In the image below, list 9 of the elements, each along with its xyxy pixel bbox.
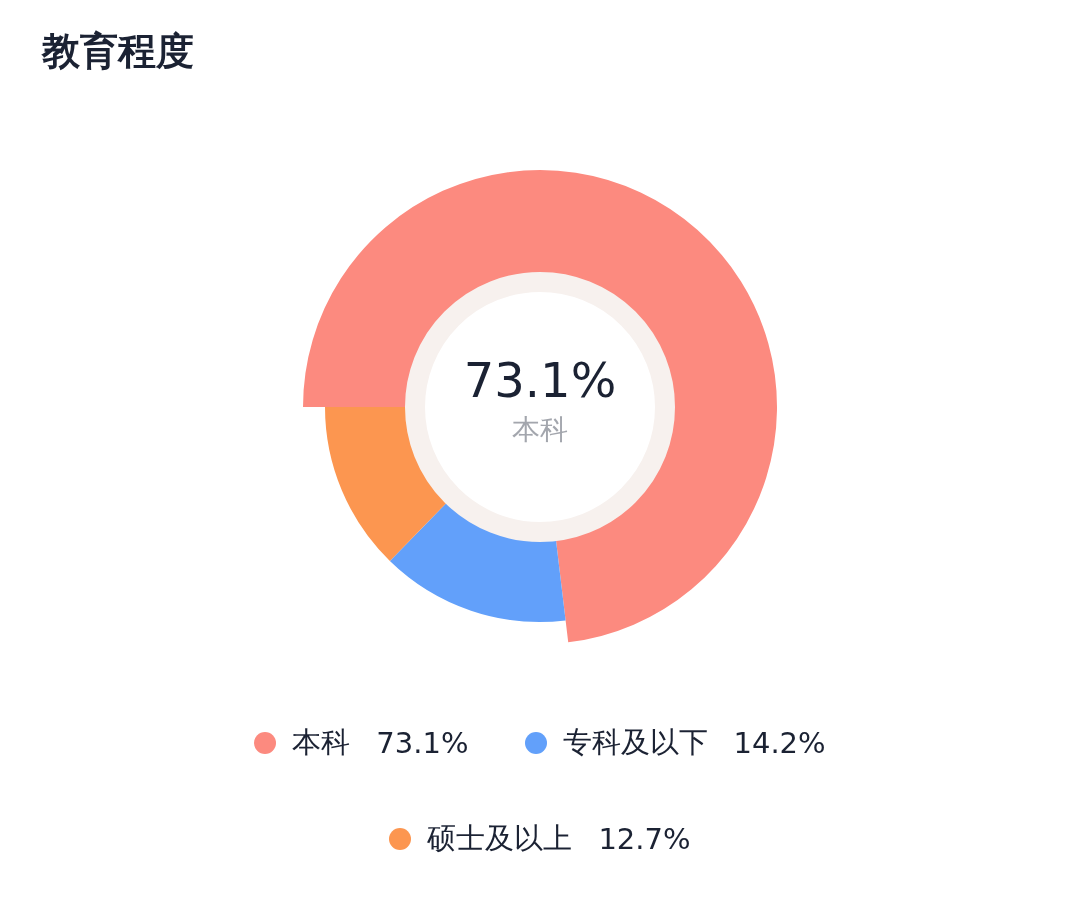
legend-label: 硕士及以上 bbox=[427, 820, 573, 857]
data-label: 12.7% bbox=[598, 822, 691, 856]
text: 73.1% bbox=[462, 351, 618, 410]
data-label: 14.2% bbox=[733, 726, 826, 760]
chart-title: 教育程度 bbox=[42, 28, 194, 75]
text: 本科 bbox=[511, 412, 569, 448]
legend-label: 专科及以下 bbox=[562, 724, 708, 761]
legend-label: 本科 bbox=[292, 724, 351, 761]
data-label: 73.1% bbox=[376, 726, 469, 760]
